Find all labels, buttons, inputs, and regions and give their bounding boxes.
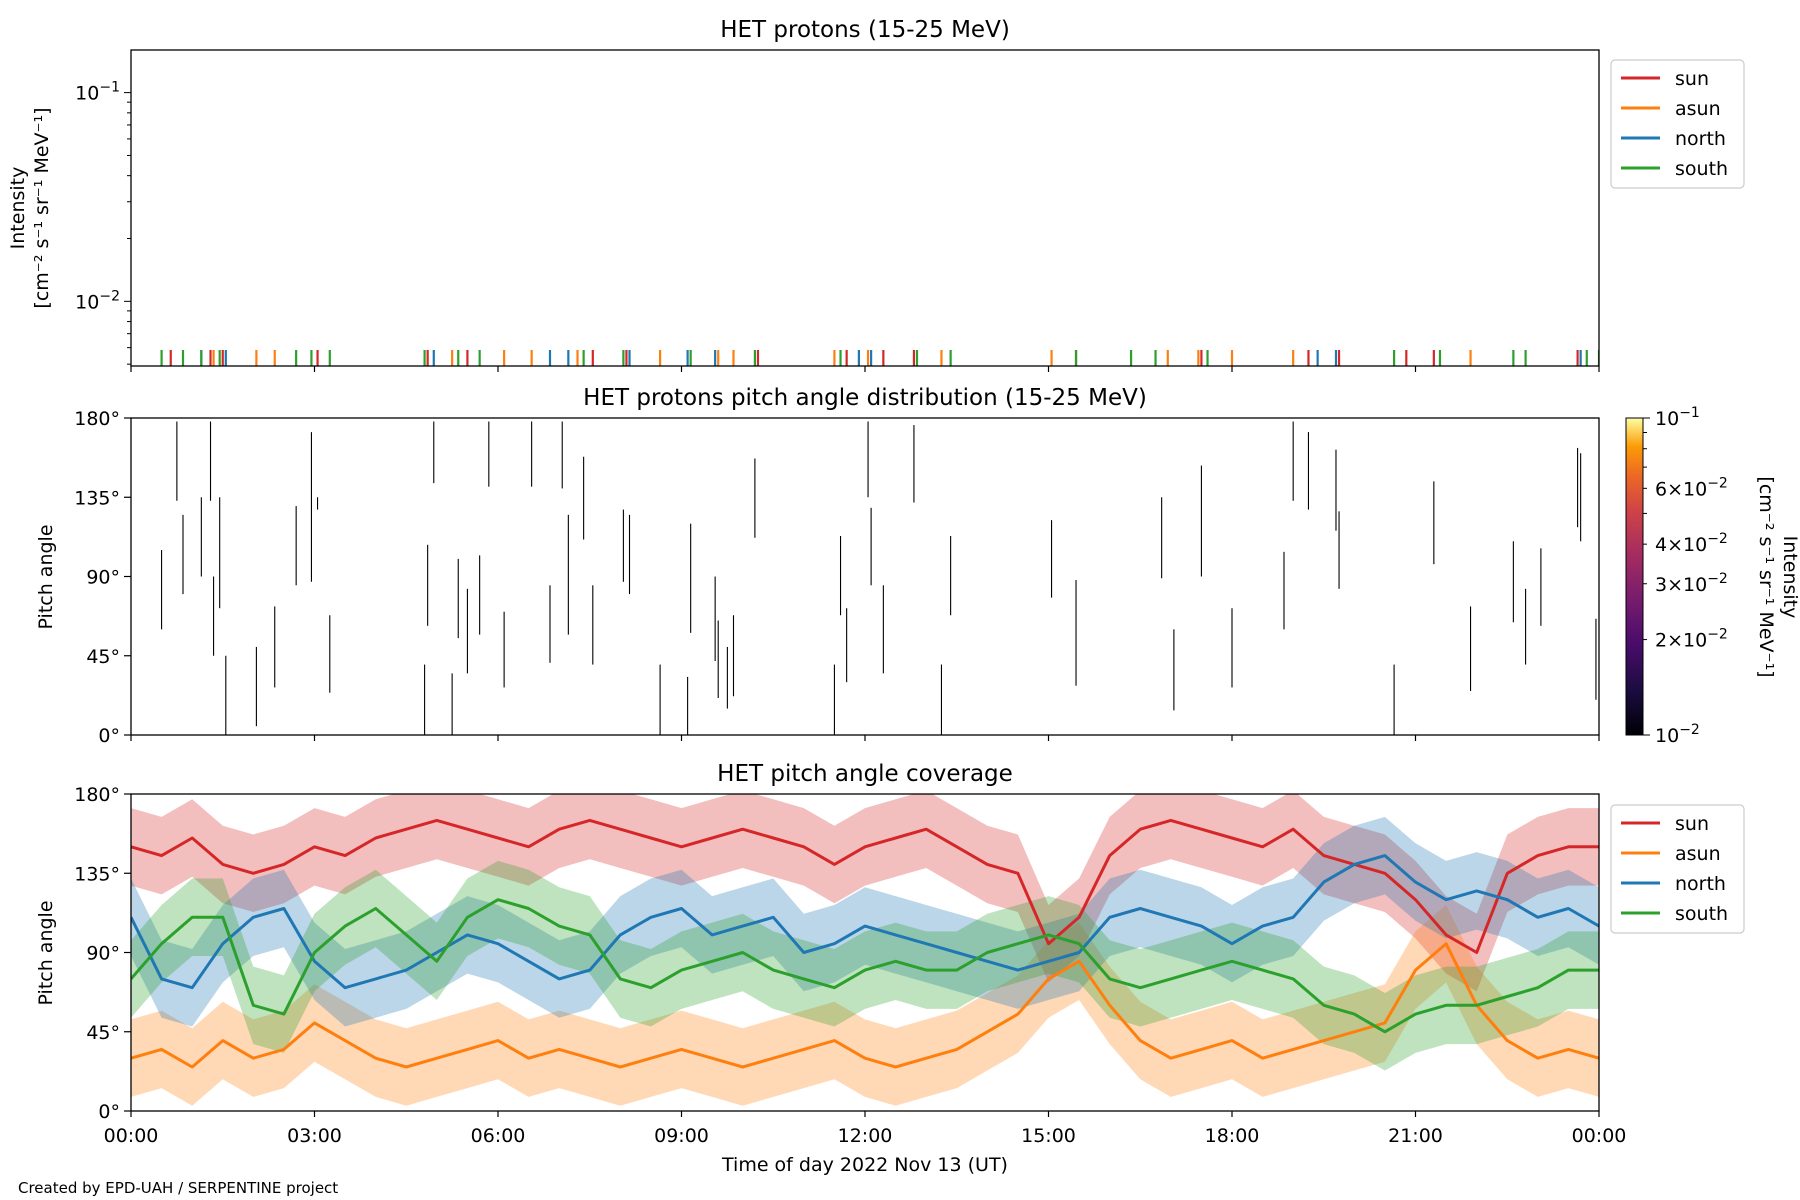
panel1-ytick-label-1-exp: −1: [99, 80, 120, 96]
colorbar-tick-label-5-base: 10: [1655, 408, 1679, 430]
panel2-title: HET protons pitch angle distribution (15…: [583, 385, 1147, 411]
colorbar-label-line1: Intensity: [1779, 536, 1800, 619]
panel2-y-ticks: 0° 45° 90° 135° 180°: [74, 408, 131, 747]
colorbar-tick-label-2: 3×10−2: [1655, 571, 1728, 596]
panel3-title: HET pitch angle coverage: [717, 761, 1013, 787]
x-tick-label-4: 12:00: [838, 1125, 893, 1147]
x-axis-label: Time of day 2022 Nov 13 (UT): [721, 1154, 1008, 1176]
colorbar-tick-label-4: 6×10−2: [1655, 475, 1728, 500]
panel1-x-ticks: [130, 366, 1600, 372]
panel1-ytick-label-0-base: 10: [75, 291, 99, 313]
panel1-legend: sun asun north south: [1610, 59, 1745, 189]
x-tick-label-0: 00:00: [104, 1125, 159, 1147]
x-tick-label-8: 00:00: [1572, 1125, 1627, 1147]
colorbar-tick-label-2-base: 10: [1683, 574, 1707, 596]
panel1-ylabel-line2: [cm⁻² s⁻¹ sr⁻¹ MeV⁻¹]: [31, 107, 53, 308]
panel2-frame: [130, 417, 1600, 736]
x-tick-label-6: 18:00: [1205, 1125, 1260, 1147]
band-sun: [131, 794, 1599, 992]
colorbar-tick-label-1-base: 10: [1683, 630, 1707, 652]
panel3-ytick-label-0: 0°: [98, 1101, 120, 1123]
colorbar-tick-label-4-exp: −2: [1707, 475, 1728, 491]
colorbar-tick-label-1-exp: −2: [1707, 627, 1728, 643]
credit-text: Created by EPD-UAH / SERPENTINE project: [18, 1179, 338, 1197]
panel1-legend-label-north: north: [1675, 128, 1726, 150]
colorbar-gradient: [1625, 417, 1644, 736]
panel3-x-ticks: 00:00 03:00 06:00 09:00 12:00 15:00 18:00 21:00…: [104, 1111, 1627, 1147]
panel3-ylabel: Pitch angle: [35, 900, 57, 1005]
panel2-ytick-label-4: 180°: [74, 408, 120, 430]
panel3-ytick-label-3: 135°: [74, 863, 120, 885]
panel1-plot-area: [160, 350, 1599, 366]
colorbar-tick-label-1: 2×10−2: [1655, 627, 1728, 652]
panel2-plot-area: [161, 421, 1597, 735]
panel1-ytick-label-1-base: 10: [75, 83, 99, 105]
line-asun: [131, 942, 1599, 1069]
panel3-y-ticks: 0° 45° 90° 135° 180°: [74, 784, 131, 1123]
panel1-frame: [130, 49, 1600, 367]
colorbar-tick-label-2-mant: 3×: [1655, 574, 1683, 596]
x-tick-label-2: 06:00: [471, 1125, 526, 1147]
colorbar-tick-label-3-base: 10: [1683, 534, 1707, 556]
panel3-ytick-label-2: 90°: [86, 943, 120, 965]
panel1-ytick-label-1: 10−1: [75, 80, 120, 105]
panel3-legend: sun asun north south: [1610, 804, 1745, 934]
panel3-frame: [130, 793, 1600, 1112]
colorbar-tick-label-0-base: 10: [1655, 725, 1679, 747]
x-tick-label-7: 21:00: [1388, 1125, 1443, 1147]
x-tick-label-1: 03:00: [287, 1125, 342, 1147]
colorbar-tick-label-0: 10−2: [1655, 722, 1700, 747]
panel1-legend-box: [1610, 59, 1745, 189]
panel3-legend-items: sun asun north south: [1621, 813, 1728, 925]
panel3-ytick-label-4: 180°: [74, 784, 120, 806]
panel3-legend-label-south: south: [1675, 903, 1728, 925]
x-tick-label-5: 15:00: [1021, 1125, 1076, 1147]
colorbar-tick-label-1-mant: 2×: [1655, 630, 1683, 652]
panel3-legend-label-sun: sun: [1675, 813, 1709, 835]
colorbar-tick-label-5: 10−1: [1655, 405, 1700, 430]
panel3-plot-area: [131, 794, 1599, 1106]
panel2-ytick-label-1: 45°: [86, 646, 120, 668]
colorbar-tick-label-0-exp: −2: [1679, 722, 1700, 738]
panel3-legend-label-north: north: [1675, 873, 1726, 895]
panel1-ylabel-line1: Intensity: [7, 167, 29, 250]
panel2-ylabel: Pitch angle: [35, 524, 57, 629]
panel1-legend-items: sun asun north south: [1621, 68, 1728, 180]
panel2-x-ticks: [130, 735, 1600, 741]
panel1-y-ticks: 10−210−1: [75, 80, 131, 365]
panel1-legend-label-south: south: [1675, 158, 1728, 180]
colorbar-tick-label-3-mant: 4×: [1655, 534, 1683, 556]
colorbar-ticks: 10−22×10−23×10−24×10−26×10−210−1: [1643, 405, 1728, 747]
band-asun: [131, 905, 1599, 1106]
panel2-ytick-label-0: 0°: [98, 725, 120, 747]
panel1-ylabel: Intensity [cm⁻² s⁻¹ sr⁻¹ MeV⁻¹]: [7, 107, 53, 308]
colorbar-tick-label-3: 4×10−2: [1655, 531, 1728, 556]
panel1-ytick-label-0: 10−2: [75, 288, 120, 313]
colorbar-tick-label-4-base: 10: [1683, 478, 1707, 500]
colorbar-label: Intensity [cm⁻² s⁻¹ sr⁻¹ MeV⁻¹]: [1755, 476, 1800, 677]
line-north: [131, 854, 1599, 990]
colorbar-tick-label-5-exp: −1: [1679, 405, 1700, 421]
panel1-title: HET protons (15-25 MeV): [720, 17, 1010, 43]
colorbar-tick-label-2-exp: −2: [1707, 571, 1728, 587]
panel1-ytick-label-0-exp: −2: [99, 288, 120, 304]
panel3-ytick-label-1: 45°: [86, 1022, 120, 1044]
colorbar-tick-label-3-exp: −2: [1707, 531, 1728, 547]
band-south: [131, 860, 1599, 1071]
panel3-legend-box: [1610, 804, 1745, 934]
band-north: [131, 816, 1599, 1027]
colorbar-tick-label-4-mant: 6×: [1655, 478, 1683, 500]
colorbar: 10−22×10−23×10−24×10−26×10−210−1 Intensi…: [1625, 405, 1800, 747]
panel2-ytick-label-3: 135°: [74, 487, 120, 509]
panel1-legend-label-sun: sun: [1675, 68, 1709, 90]
panel1-legend-label-asun: asun: [1675, 98, 1721, 120]
panel2-ytick-label-2: 90°: [86, 567, 120, 589]
panel3-legend-label-asun: asun: [1675, 843, 1721, 865]
colorbar-label-line2: [cm⁻² s⁻¹ sr⁻¹ MeV⁻¹]: [1755, 476, 1777, 677]
x-tick-label-3: 09:00: [654, 1125, 709, 1147]
line-south: [131, 898, 1599, 1034]
